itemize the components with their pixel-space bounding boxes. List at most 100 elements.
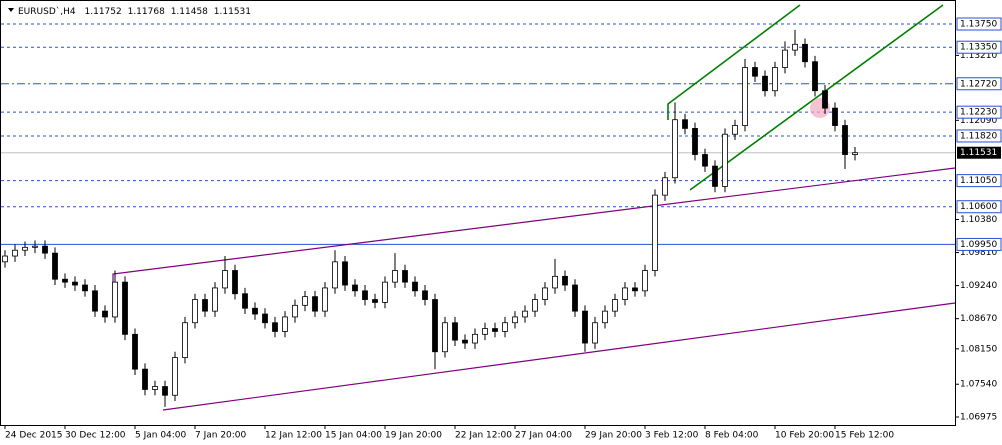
symbol: EURUSD`,H4	[18, 6, 76, 17]
channel-lower	[162, 302, 956, 411]
candle-body	[82, 284, 88, 292]
candle-body	[422, 290, 428, 300]
candle-body	[802, 43, 808, 63]
x-tick-label: 22 Jan 12:00	[455, 431, 512, 441]
candle-body	[702, 154, 708, 167]
candle-body	[662, 177, 668, 196]
candle-body	[512, 316, 518, 324]
plot-area	[0, 0, 956, 426]
candle-body	[612, 299, 618, 312]
candle-body	[172, 357, 178, 396]
candle-body	[152, 386, 158, 390]
header: EURUSD`,H4 1.11752 1.11768 1.11458 1.115…	[18, 6, 251, 17]
candle-body	[842, 125, 848, 155]
candle-body	[432, 299, 438, 353]
candle-body	[632, 287, 638, 292]
green-channel-lower	[689, 4, 944, 191]
level-label: 1.09950	[960, 240, 997, 250]
y-tick-label: 1.13210	[960, 51, 997, 61]
y-tick-label: 1.10380	[960, 215, 997, 225]
candle-body	[712, 165, 718, 187]
candle-body	[472, 333, 478, 344]
candle-body	[532, 299, 538, 312]
level-label-box	[956, 105, 1002, 119]
candle-body	[482, 328, 488, 335]
candle-body	[282, 316, 288, 332]
candle-body	[32, 245, 38, 248]
x-tick-label: 30 Dec 12:00	[65, 431, 126, 441]
y-tick-label: 1.08150	[960, 344, 997, 354]
candle-body	[492, 328, 498, 332]
candle-body	[122, 281, 128, 335]
candle-body	[762, 75, 768, 92]
y-tick-label: 1.07540	[960, 380, 997, 390]
level-label: 1.11050	[960, 176, 997, 186]
level-label-box	[956, 129, 1002, 143]
x-tick-label: 19 Jan 20:00	[385, 431, 442, 441]
level-label: 1.12230	[960, 108, 997, 118]
candle-body	[452, 322, 458, 341]
candle-body	[202, 299, 208, 312]
level-label-box	[956, 77, 1002, 91]
candle-body	[572, 284, 578, 312]
candle-body	[562, 275, 568, 286]
candle-body	[302, 296, 308, 306]
candle-body	[52, 252, 58, 280]
level-label-box	[956, 17, 1002, 31]
candle-body	[262, 313, 268, 324]
candle-body	[212, 287, 218, 312]
x-tick-label: 15 Feb 12:00	[835, 431, 894, 441]
candle-body	[292, 304, 298, 318]
candle-body	[852, 152, 858, 155]
candle-body	[462, 339, 468, 344]
candle-body	[402, 270, 408, 283]
candle-body	[552, 275, 558, 289]
x-tick-label: 15 Jan 04:00	[325, 431, 382, 441]
candle-body	[182, 322, 188, 358]
level-label: 1.13750	[960, 20, 997, 30]
candle-body	[92, 290, 98, 312]
level-label: 1.10600	[960, 202, 997, 212]
candle-body	[342, 261, 348, 286]
candle-body	[722, 133, 728, 187]
level-label: 1.11820	[960, 131, 997, 141]
menu-triangle	[8, 8, 14, 12]
candle-body	[382, 281, 388, 303]
candle-body	[102, 310, 108, 318]
candle-body	[412, 281, 418, 292]
y-tick-label: 1.09810	[960, 248, 997, 258]
x-tick-label: 29 Jan 20:00	[585, 431, 642, 441]
x-tick-label: 27 Jan 04:00	[515, 431, 572, 441]
quote: 1.11531	[214, 7, 251, 17]
candle-body	[692, 128, 698, 155]
level-label-box	[956, 237, 1002, 251]
candle-body	[752, 67, 758, 77]
candle-body	[822, 90, 828, 109]
x-tick-label: 24 Dec 2015	[5, 431, 63, 441]
candle-body	[502, 322, 508, 332]
candle-body	[642, 270, 648, 292]
candle-body	[622, 287, 628, 300]
candle-body	[582, 310, 588, 344]
candle-body	[772, 67, 778, 92]
current-price-box	[957, 146, 1001, 159]
current-price-label: 1.11531	[960, 148, 997, 158]
candle-body	[12, 249, 18, 257]
green-channel-upper	[667, 4, 801, 120]
y-tick-label: 1.12090	[960, 116, 997, 126]
candle-body	[812, 61, 818, 92]
candle-body	[62, 278, 68, 283]
candle-body	[742, 67, 748, 126]
quote: 1.11752	[85, 7, 122, 17]
candle-body	[192, 299, 198, 324]
candle-body	[652, 194, 658, 271]
candle-body	[222, 270, 228, 289]
candle-body	[522, 310, 528, 318]
quote: 1.11458	[171, 7, 208, 17]
candle-body	[162, 386, 168, 396]
candle-body	[112, 281, 118, 318]
y-tick-label: 1.09240	[960, 281, 997, 291]
candle-body	[362, 290, 368, 300]
candle-body	[42, 245, 48, 254]
